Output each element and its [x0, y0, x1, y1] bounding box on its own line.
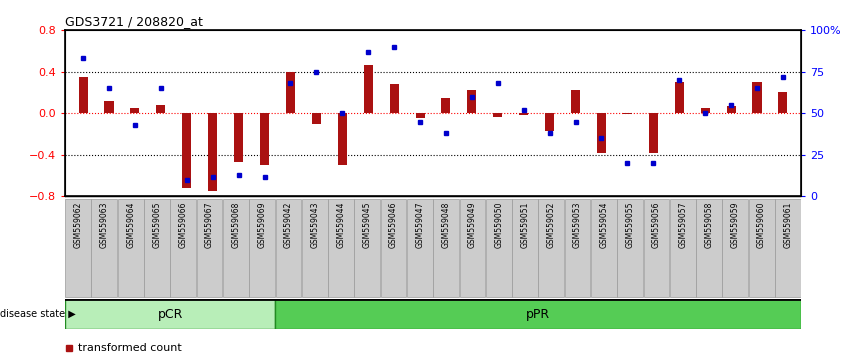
Bar — [753, 82, 761, 113]
Bar — [118, 199, 144, 297]
Text: GSM559063: GSM559063 — [100, 202, 109, 248]
Bar — [433, 199, 459, 297]
Bar — [364, 65, 372, 113]
Bar — [354, 199, 380, 297]
Bar — [597, 113, 606, 153]
Bar — [779, 92, 787, 113]
Text: GSM559061: GSM559061 — [784, 202, 792, 248]
Bar — [571, 90, 580, 113]
Text: GSM559051: GSM559051 — [520, 202, 529, 248]
Bar — [249, 199, 275, 297]
Bar — [486, 199, 512, 297]
Bar — [512, 199, 538, 297]
Text: transformed count: transformed count — [78, 343, 182, 353]
Text: GSM559042: GSM559042 — [284, 202, 293, 248]
Bar — [670, 199, 695, 297]
Bar — [79, 77, 87, 113]
Text: GSM559043: GSM559043 — [310, 202, 320, 248]
Bar — [675, 82, 684, 113]
Text: GSM559045: GSM559045 — [363, 202, 372, 248]
Bar — [92, 199, 117, 297]
Bar — [643, 199, 669, 297]
Bar — [208, 113, 217, 191]
Text: GSM559062: GSM559062 — [74, 202, 82, 248]
Text: GSM559048: GSM559048 — [442, 202, 450, 248]
Bar — [565, 199, 591, 297]
Bar — [460, 199, 485, 297]
Bar — [171, 199, 196, 297]
Bar — [65, 199, 91, 297]
Bar — [286, 72, 295, 113]
Text: GSM559046: GSM559046 — [389, 202, 398, 248]
Bar — [234, 113, 243, 162]
Bar — [312, 113, 321, 124]
Bar — [407, 199, 433, 297]
Text: GSM559054: GSM559054 — [599, 202, 609, 248]
Bar — [416, 113, 424, 119]
Text: GSM559049: GSM559049 — [468, 202, 477, 248]
Text: GSM559066: GSM559066 — [178, 202, 188, 248]
Text: GDS3721 / 208820_at: GDS3721 / 208820_at — [65, 15, 203, 28]
Bar — [223, 199, 249, 297]
Text: GSM559050: GSM559050 — [494, 202, 503, 248]
Text: GSM559064: GSM559064 — [126, 202, 135, 248]
Bar — [131, 108, 139, 113]
Bar — [649, 113, 658, 153]
Bar — [105, 101, 113, 113]
Text: pCR: pCR — [158, 308, 183, 321]
Text: GSM559052: GSM559052 — [546, 202, 556, 248]
Bar — [701, 108, 709, 113]
Bar — [338, 113, 346, 165]
Bar — [617, 199, 643, 297]
Bar — [468, 90, 476, 113]
Bar — [381, 199, 406, 297]
Bar — [727, 106, 735, 113]
Text: disease state ▶: disease state ▶ — [0, 309, 75, 319]
Bar — [275, 299, 801, 329]
Bar — [390, 84, 398, 113]
Bar — [696, 199, 722, 297]
Bar — [442, 98, 450, 113]
Bar — [197, 199, 223, 297]
Bar — [65, 299, 275, 329]
Bar — [260, 113, 269, 165]
Text: pPR: pPR — [526, 308, 550, 321]
Bar — [275, 199, 301, 297]
Bar — [545, 113, 554, 131]
Bar — [302, 199, 327, 297]
Bar — [722, 199, 748, 297]
Text: GSM559067: GSM559067 — [205, 202, 214, 248]
Text: GSM559044: GSM559044 — [337, 202, 346, 248]
Bar — [494, 113, 502, 118]
Text: GSM559047: GSM559047 — [416, 202, 424, 248]
Bar — [328, 199, 354, 297]
Text: GSM559069: GSM559069 — [257, 202, 267, 248]
Text: GSM559068: GSM559068 — [231, 202, 241, 248]
Bar — [775, 199, 801, 297]
Bar — [749, 199, 774, 297]
Text: GSM559060: GSM559060 — [757, 202, 766, 248]
Bar — [157, 105, 165, 113]
Text: GSM559059: GSM559059 — [731, 202, 740, 248]
Text: GSM559057: GSM559057 — [678, 202, 688, 248]
Text: GSM559053: GSM559053 — [573, 202, 582, 248]
Bar — [182, 113, 191, 188]
Bar — [144, 199, 170, 297]
Bar — [591, 199, 617, 297]
Text: GSM559065: GSM559065 — [152, 202, 161, 248]
Bar — [520, 113, 528, 115]
Text: GSM559056: GSM559056 — [652, 202, 661, 248]
Bar — [623, 113, 632, 114]
Text: GSM559058: GSM559058 — [705, 202, 714, 248]
Text: GSM559055: GSM559055 — [625, 202, 635, 248]
Bar — [539, 199, 564, 297]
